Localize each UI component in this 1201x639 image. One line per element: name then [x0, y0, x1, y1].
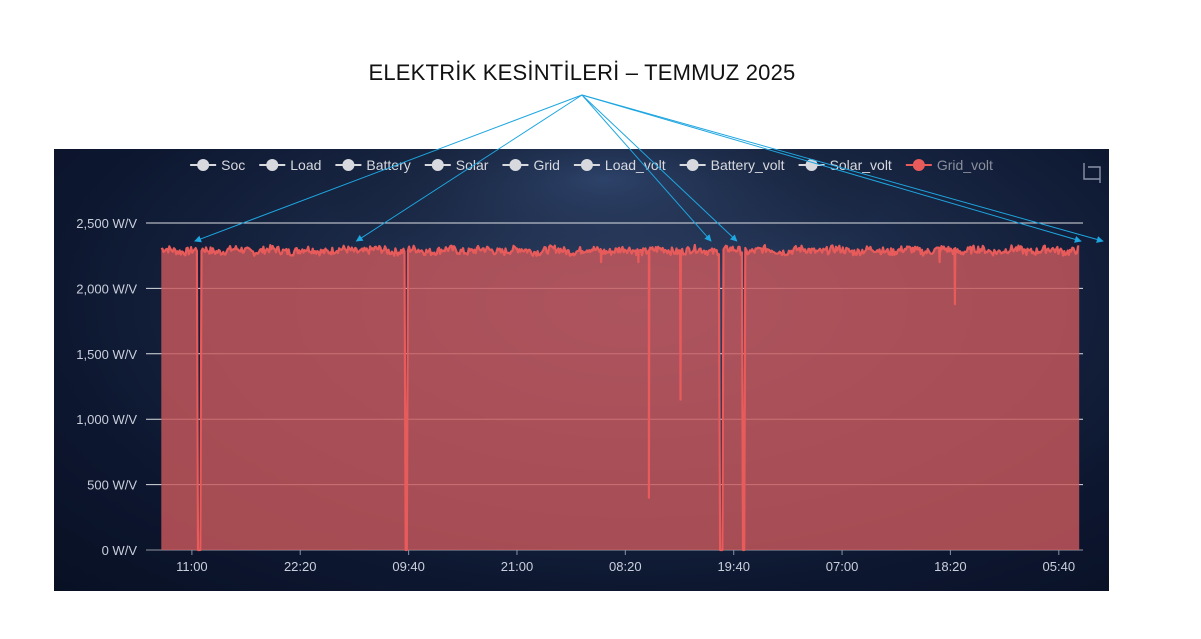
legend-label: Soc [221, 157, 245, 173]
x-tick-label: 11:00 [176, 559, 208, 574]
chart-panel: 0 W/V 500 W/V 1,000 W/V 1,500 W/V 2,000 W/V 2… [54, 149, 1109, 591]
y-tick-label: 2,500 W/V [76, 216, 137, 231]
legend-dot-icon [197, 159, 210, 171]
legend-dot-icon [342, 159, 355, 171]
y-tick-label: 1,500 W/V [76, 347, 137, 362]
legend-item-battery[interactable]: Battery [335, 157, 411, 173]
x-tick-label: 09:40 [392, 559, 425, 574]
y-tick-label: 500 W/V [87, 478, 137, 493]
legend-item-grid-volt[interactable]: Grid_volt [905, 157, 993, 173]
legend-label: Load_volt [605, 157, 666, 173]
x-tick-label: 18:20 [934, 559, 967, 574]
legend-item-soc[interactable]: Soc [190, 157, 245, 173]
grid-volt-area [161, 245, 1080, 550]
x-tick-label: 08:20 [609, 559, 642, 574]
legend-item-load-volt[interactable]: Load_volt [573, 157, 666, 173]
legend-item-solar-volt[interactable]: Solar_volt [798, 157, 892, 173]
legend-label: Load [290, 157, 321, 173]
legend-dot-icon [431, 159, 444, 171]
crop-icon[interactable] [1083, 163, 1101, 183]
x-tick-label: 05:40 [1043, 559, 1076, 574]
y-tick-label: 1,000 W/V [76, 412, 137, 427]
legend-label: Battery_volt [711, 157, 785, 173]
x-tick-label: 19:40 [717, 559, 750, 574]
page-title: ELEKTRİK KESİNTİLERİ – TEMMUZ 2025 [368, 60, 796, 85]
x-tick-label: 22:20 [284, 559, 317, 574]
legend-dot-icon [266, 159, 279, 171]
legend-dot-icon [509, 159, 522, 171]
legend-dot-icon [686, 159, 699, 171]
legend-label: Battery [366, 157, 410, 173]
legend-dot-icon [805, 159, 818, 171]
grid-volt-line [160, 243, 1080, 552]
legend-label: Grid_volt [937, 157, 993, 173]
y-tick-label: 0 W/V [102, 543, 138, 558]
legend-dot-icon [580, 159, 593, 171]
grid-volt-chart: 0 W/V 500 W/V 1,000 W/V 1,500 W/V 2,000 W/V 2… [76, 149, 1101, 574]
legend-dot-icon [912, 159, 925, 171]
legend-item-load[interactable]: Load [259, 157, 321, 173]
y-tick-label: 2,000 W/V [76, 281, 137, 296]
legend-label: Grid [533, 157, 559, 173]
legend-label: Solar_volt [830, 157, 892, 173]
x-tick-label: 21:00 [501, 559, 534, 574]
x-tick-label: 07:00 [826, 559, 859, 574]
legend-label: Solar [456, 157, 489, 173]
